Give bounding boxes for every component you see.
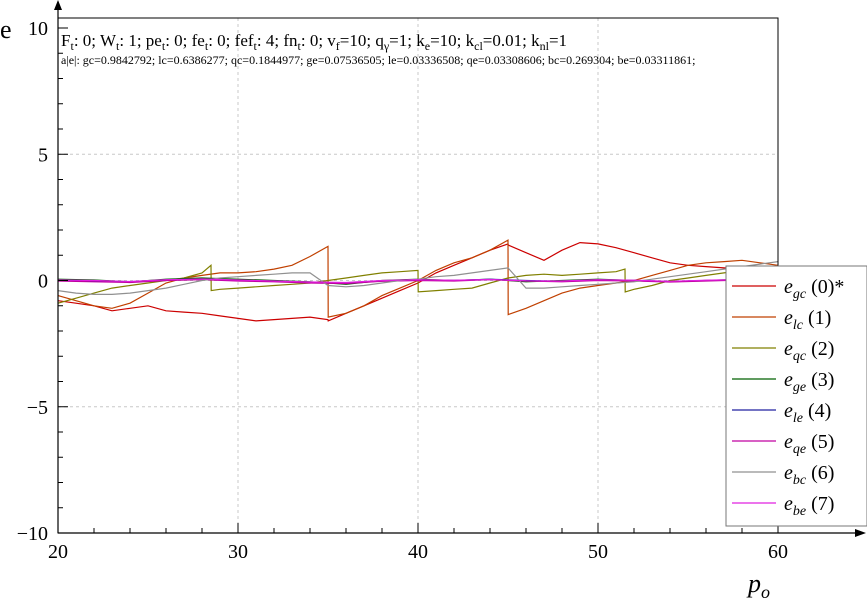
legend-label-be: ebe (7) (784, 493, 834, 519)
legend-label-qc: eqc (2) (784, 338, 834, 364)
legend-label-lc: elc (1) (784, 307, 831, 333)
x-tick-label: 40 (408, 541, 428, 563)
x-axis-arrowhead (855, 529, 866, 537)
legend-box (725, 265, 867, 527)
x-axis-title-sub: o (761, 582, 770, 598)
info-line-2: a|e|: gc=0.9842792; lc=0.6386277; qc=0.1… (61, 53, 695, 67)
x-tick-label: 50 (588, 541, 608, 563)
plot-series (57, 239, 779, 322)
series-line-qc (57, 264, 778, 304)
y-axis-arrowhead (54, 0, 62, 10)
x-axis-title: po (746, 569, 770, 598)
x-tick-label: 30 (228, 541, 248, 563)
series-line-be (57, 278, 779, 284)
y-tick-label: 10 (28, 18, 48, 40)
info-line-1: Ft: 0; Wt: 1; pet: 0; fet: 0; feft: 4; f… (61, 31, 567, 53)
tick-labels: 20 30 40 50 60 −10 −5 0 5 10 (17, 18, 788, 563)
legend-label-qe: eqe (5) (784, 431, 834, 457)
x-tick-label: 20 (48, 541, 68, 563)
legend-label-gc: egc (0)* (784, 276, 844, 302)
legend-label-le: ele (4) (784, 400, 831, 426)
y-tick-label: 0 (38, 271, 48, 293)
series-line-qe (57, 279, 779, 285)
legend-label-bc: ebc (6) (784, 462, 834, 488)
x-axis-title-main: p (746, 569, 761, 598)
legend-label-ge: ege (3) (784, 369, 834, 395)
y-tick-label: 5 (38, 144, 48, 166)
y-tick-label: −10 (17, 523, 48, 545)
y-tick-label: −5 (27, 397, 48, 419)
y-axis-title: e (0, 15, 12, 44)
legend: egc (0)* elc (1) eqc (2) ege (3) ele (4) eqe … (725, 265, 867, 527)
x-tick-label: 60 (768, 541, 788, 563)
